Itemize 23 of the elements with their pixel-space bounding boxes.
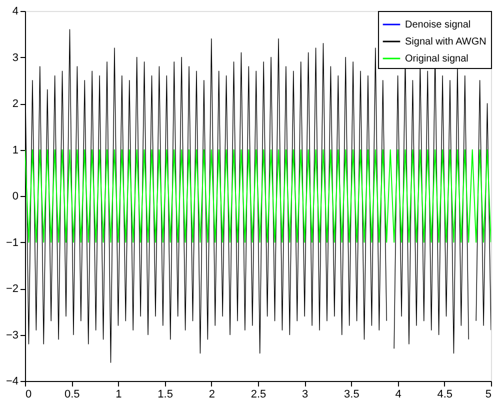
- x-tick-label: 3.5: [344, 388, 360, 400]
- y-tick-label: 4: [12, 6, 18, 18]
- y-tick-label: −3: [6, 329, 18, 342]
- y-tick-label: 0: [12, 190, 18, 202]
- x-tick-label: 2.5: [250, 388, 266, 400]
- x-tick-label: 5: [485, 388, 492, 400]
- legend-label: Signal with AWGN: [405, 36, 486, 48]
- y-tick-label: 2: [12, 98, 18, 110]
- x-tick-label: 0: [26, 388, 32, 400]
- y-tick-label: −1: [6, 236, 18, 249]
- x-tick-label: 4.5: [437, 388, 453, 400]
- legend-label: Original signal: [405, 54, 468, 64]
- x-tick-label: 1.5: [158, 388, 173, 400]
- x-tick-label: 4: [395, 388, 402, 400]
- x-tick-label: 0.5: [64, 388, 80, 400]
- y-tick-label: 3: [12, 52, 18, 64]
- y-tick-label: −2: [6, 283, 18, 295]
- y-tick-label: 1: [12, 144, 18, 156]
- x-tick-label: 3: [302, 388, 308, 400]
- legend-label: Denoise signal: [405, 20, 471, 30]
- x-tick-label: 2: [208, 388, 215, 400]
- x-tick-label: 1: [116, 388, 122, 400]
- y-tick-label: −4: [6, 376, 18, 388]
